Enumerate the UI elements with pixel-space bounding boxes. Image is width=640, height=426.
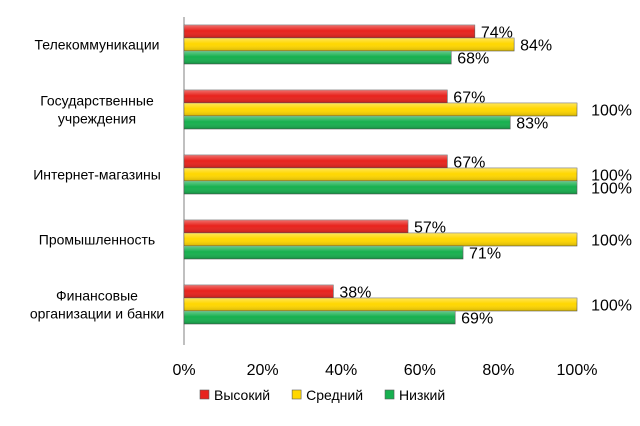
bar-shading	[184, 181, 577, 194]
bar-shading	[184, 90, 448, 103]
data-label: 100%	[591, 103, 632, 120]
x-tick-label: 100%	[557, 362, 598, 379]
legend-swatch	[199, 389, 210, 400]
bar-shading	[184, 311, 456, 324]
category-label: Государственные	[40, 93, 154, 109]
legend-swatch	[291, 389, 302, 400]
data-label: 74%	[481, 25, 513, 42]
data-label: 83%	[516, 116, 548, 133]
data-label: 38%	[339, 285, 371, 302]
data-label: 100%	[591, 181, 632, 198]
x-tick-label: 40%	[325, 362, 357, 379]
category-label: Финансовые	[56, 288, 138, 304]
category-label: учреждения	[58, 111, 136, 127]
bar-shading	[184, 246, 464, 259]
data-label: 100%	[591, 233, 632, 250]
bar-shading	[184, 25, 475, 38]
bar-shading	[184, 116, 511, 129]
x-tick-label: 20%	[247, 362, 279, 379]
data-label: 67%	[453, 90, 485, 107]
bar-shading	[184, 298, 577, 311]
category-label: организации и банки	[30, 306, 164, 322]
category-label: Интернет-магазины	[33, 167, 161, 183]
bar-shading	[184, 168, 577, 181]
bar-shading	[184, 220, 409, 233]
data-label: 71%	[469, 246, 501, 263]
legend-label: Средний	[306, 387, 363, 403]
bar-shading	[184, 51, 452, 64]
data-label: 100%	[591, 298, 632, 315]
legend-label: Высокий	[214, 387, 270, 403]
bar-shading	[184, 103, 577, 116]
labels-layer: Телекоммуникации 74% 84% 68% Государственные…	[30, 25, 632, 328]
bar-shading	[184, 38, 515, 51]
bar-shading	[184, 285, 334, 298]
data-label: 68%	[457, 51, 489, 68]
legend-label: Низкий	[399, 387, 445, 403]
data-label: 67%	[453, 155, 485, 172]
data-label: 69%	[461, 311, 493, 328]
category-label: Телекоммуникации	[35, 37, 160, 53]
x-tick-label: 60%	[404, 362, 436, 379]
axes-layer: 0% 20% 40% 60% 80% 100%	[172, 17, 597, 379]
bar-shading	[184, 233, 577, 246]
x-tick-label: 0%	[172, 362, 195, 379]
data-label: 100%	[591, 168, 632, 185]
x-tick-label: 80%	[482, 362, 514, 379]
data-label: 57%	[414, 220, 446, 237]
bar-shading	[184, 155, 448, 168]
bars-layer	[183, 24, 578, 325]
legend: Высокий Средний Низкий	[199, 387, 445, 403]
data-label: 84%	[520, 38, 552, 55]
legend-swatch	[384, 389, 395, 400]
category-label: Промышленность	[39, 232, 155, 248]
